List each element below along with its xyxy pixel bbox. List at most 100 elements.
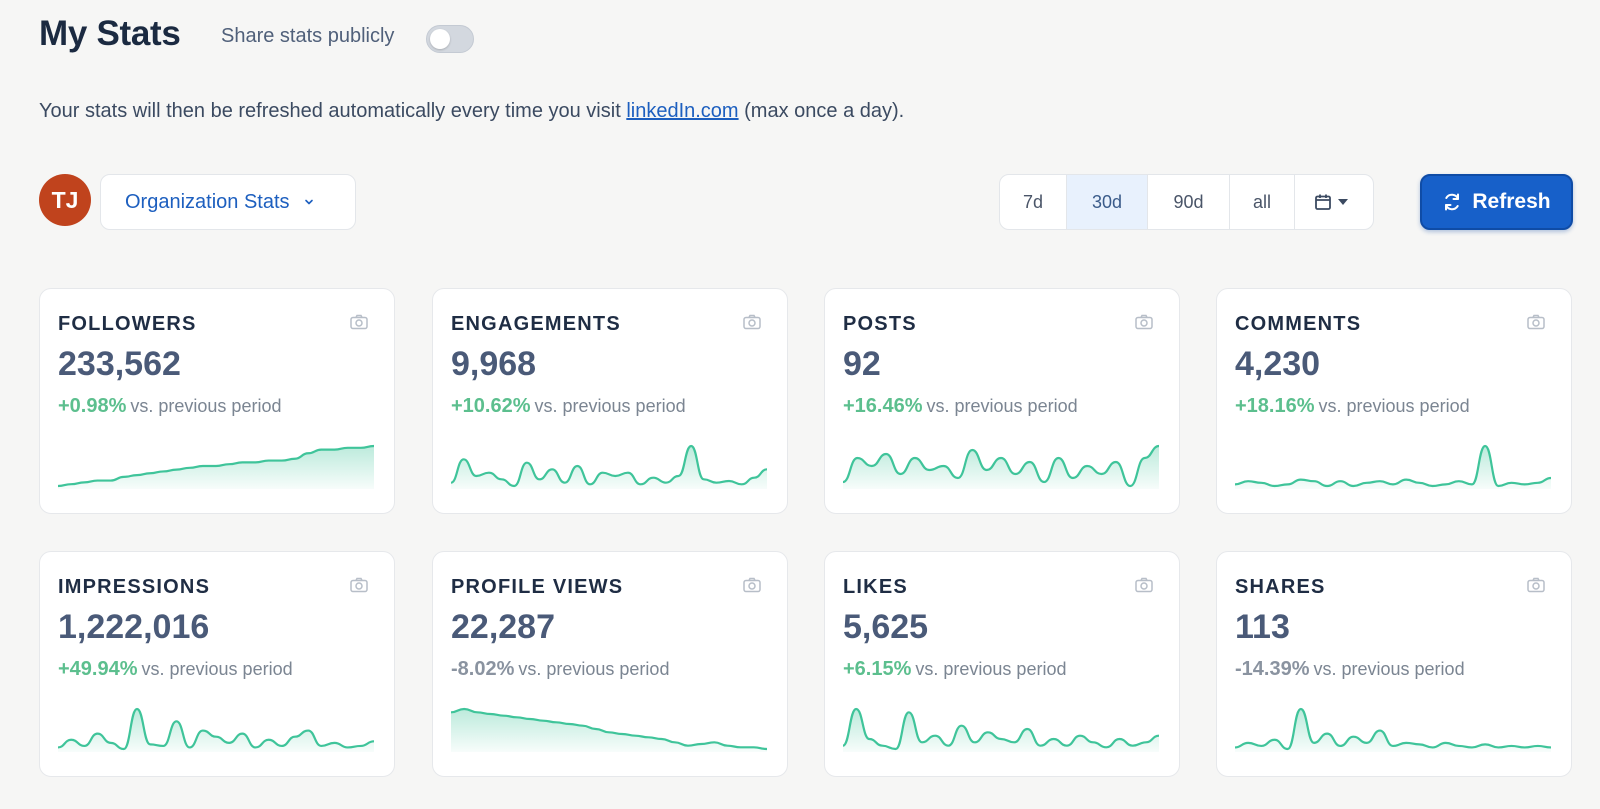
sparkline (451, 707, 767, 752)
change-percent: +6.15% (843, 658, 912, 680)
sparkline (1235, 444, 1551, 489)
camera-icon[interactable] (1527, 314, 1545, 330)
organization-stats-dropdown[interactable]: Organization Stats (100, 174, 356, 230)
stat-card-impressions[interactable]: IMPRESSIONS 1,222,016 +49.94% vs. previou… (39, 551, 395, 777)
sparkline-line (1235, 707, 1551, 751)
card-value: 22,287 (451, 608, 555, 646)
calendar-icon (1315, 194, 1331, 210)
share-stats-toggle[interactable] (426, 25, 474, 53)
date-range-selector: 7d 30d 90d all (999, 174, 1374, 230)
sparkline (843, 707, 1159, 752)
change-comparison: vs. previous period (518, 659, 670, 679)
info-text-before: Your stats will then be refreshed automa… (39, 100, 627, 122)
page-title: My Stats (39, 14, 181, 53)
card-change: +6.15% vs. previous period (843, 658, 1066, 681)
change-comparison: vs. previous period (1318, 396, 1470, 416)
change-percent: -8.02% (451, 658, 515, 680)
camera-icon[interactable] (350, 577, 368, 593)
card-value: 233,562 (58, 345, 181, 383)
custom-range-button[interactable] (1295, 175, 1373, 229)
change-comparison: vs. previous period (534, 396, 686, 416)
toggle-knob (430, 29, 450, 49)
card-label: IMPRESSIONS (58, 576, 211, 598)
stat-card-comments[interactable]: COMMENTS 4,230 +18.16% vs. previous perio… (1216, 288, 1572, 514)
organization-stats-label: Organization Stats (125, 190, 290, 213)
card-value: 9,968 (451, 345, 537, 383)
camera-icon[interactable] (743, 314, 761, 330)
camera-icon[interactable] (1527, 577, 1545, 593)
change-comparison: vs. previous period (130, 396, 282, 416)
refresh-label: Refresh (1472, 190, 1551, 213)
sparkline-line (451, 444, 767, 488)
stat-card-shares[interactable]: SHARES 113 -14.39% vs. previous period (1216, 551, 1572, 777)
share-stats-label: Share stats publicly (221, 25, 395, 47)
change-comparison: vs. previous period (915, 659, 1067, 679)
sparkline (58, 707, 374, 752)
change-percent: +49.94% (58, 658, 138, 680)
change-percent: +10.62% (451, 395, 531, 417)
camera-icon[interactable] (743, 577, 761, 593)
sparkline-area (1235, 446, 1551, 489)
sparkline-area (58, 709, 374, 752)
change-percent: +16.46% (843, 395, 923, 417)
sparkline-line (58, 707, 374, 751)
chevron-down-icon (304, 199, 313, 205)
card-change: +16.46% vs. previous period (843, 395, 1078, 418)
stat-card-profile-views[interactable]: PROFILE VIEWS 22,287 -8.02% vs. previous … (432, 551, 788, 777)
card-value: 113 (1235, 608, 1290, 646)
card-value: 5,625 (843, 608, 929, 646)
camera-icon[interactable] (1135, 314, 1153, 330)
stat-card-followers[interactable]: FOLLOWERS 233,562 +0.98% vs. previous per… (39, 288, 395, 514)
card-change: +0.98% vs. previous period (58, 395, 281, 418)
sparkline-line (451, 707, 767, 751)
card-change: +10.62% vs. previous period (451, 395, 686, 418)
refresh-info-text: Your stats will then be refreshed automa… (39, 100, 904, 123)
change-comparison: vs. previous period (926, 396, 1078, 416)
sparkline (451, 444, 767, 489)
card-change: -8.02% vs. previous period (451, 658, 669, 681)
stat-card-engagements[interactable]: ENGAGEMENTS 9,968 +10.62% vs. previous pe… (432, 288, 788, 514)
card-label: FOLLOWERS (58, 313, 197, 335)
card-label: LIKES (843, 576, 908, 598)
sparkline (1235, 707, 1551, 752)
sparkline-line (58, 444, 374, 488)
sparkline (58, 444, 374, 489)
sparkline-line (843, 707, 1159, 751)
card-label: COMMENTS (1235, 313, 1362, 335)
sparkline (843, 444, 1159, 489)
card-label: ENGAGEMENTS (451, 313, 621, 335)
sparkline-area (451, 446, 767, 489)
card-label: PROFILE VIEWS (451, 576, 624, 598)
camera-icon[interactable] (1135, 577, 1153, 593)
card-value: 1,222,016 (58, 608, 210, 646)
info-text-after: (max once a day). (738, 100, 905, 122)
card-label: SHARES (1235, 576, 1326, 598)
change-percent: +0.98% (58, 395, 127, 417)
change-percent: -14.39% (1235, 658, 1310, 680)
range-90d-button[interactable]: 90d (1148, 175, 1230, 229)
refresh-icon (1445, 193, 1460, 211)
sparkline-line (843, 444, 1159, 488)
card-change: +18.16% vs. previous period (1235, 395, 1470, 418)
card-change: +49.94% vs. previous period (58, 658, 293, 681)
range-7d-button[interactable]: 7d (1000, 175, 1067, 229)
camera-icon[interactable] (350, 314, 368, 330)
card-value: 92 (843, 345, 881, 383)
change-comparison: vs. previous period (141, 659, 293, 679)
card-value: 4,230 (1235, 345, 1321, 383)
change-percent: +18.16% (1235, 395, 1315, 417)
sparkline-area (843, 446, 1159, 489)
refresh-button[interactable]: Refresh (1420, 174, 1573, 230)
range-all-button[interactable]: all (1230, 175, 1295, 229)
sparkline-line (1235, 444, 1551, 488)
avatar[interactable]: TJ (39, 174, 91, 226)
stat-card-likes[interactable]: LIKES 5,625 +6.15% vs. previous period (824, 551, 1180, 777)
range-30d-button[interactable]: 30d (1067, 175, 1148, 229)
caret-down-icon (1338, 199, 1348, 205)
stat-card-posts[interactable]: POSTS 92 +16.46% vs. previous period (824, 288, 1180, 514)
card-change: -14.39% vs. previous period (1235, 658, 1465, 681)
linkedin-link[interactable]: linkedIn.com (626, 100, 739, 122)
sparkline-area (843, 709, 1159, 752)
change-comparison: vs. previous period (1313, 659, 1465, 679)
